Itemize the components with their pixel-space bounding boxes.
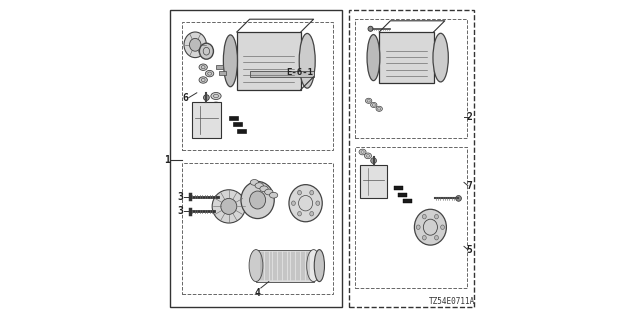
Ellipse shape (250, 191, 266, 209)
Ellipse shape (316, 201, 320, 205)
Text: 4: 4 (255, 288, 260, 298)
Ellipse shape (205, 70, 214, 77)
Ellipse shape (365, 98, 372, 103)
Ellipse shape (250, 180, 259, 185)
Bar (360, 165, 387, 198)
Ellipse shape (367, 35, 380, 81)
Ellipse shape (371, 158, 376, 164)
Ellipse shape (265, 189, 273, 195)
Ellipse shape (310, 190, 314, 195)
Ellipse shape (365, 153, 371, 159)
Bar (355, 147, 467, 288)
Ellipse shape (184, 32, 206, 58)
Text: 5: 5 (466, 244, 472, 255)
Ellipse shape (422, 214, 426, 219)
Bar (256, 250, 314, 282)
Ellipse shape (223, 35, 237, 87)
Ellipse shape (221, 198, 237, 214)
Ellipse shape (204, 95, 209, 100)
Ellipse shape (212, 190, 246, 223)
Ellipse shape (255, 183, 264, 188)
Text: E-6-1: E-6-1 (287, 68, 313, 76)
Bar (250, 71, 314, 77)
Ellipse shape (359, 149, 366, 155)
Bar (394, 186, 403, 190)
Ellipse shape (289, 185, 323, 222)
Bar (229, 116, 238, 120)
Bar (403, 199, 412, 203)
Ellipse shape (199, 77, 207, 83)
Ellipse shape (292, 201, 296, 205)
Ellipse shape (199, 64, 207, 70)
Bar (237, 32, 301, 90)
Text: 3: 3 (177, 206, 183, 216)
Ellipse shape (269, 192, 278, 198)
Ellipse shape (433, 33, 449, 82)
Bar (182, 22, 333, 150)
Ellipse shape (211, 92, 221, 100)
Ellipse shape (371, 102, 377, 108)
Text: 6: 6 (182, 92, 188, 103)
Ellipse shape (435, 236, 438, 240)
Ellipse shape (422, 236, 426, 240)
Bar (349, 10, 474, 307)
Bar (219, 71, 227, 75)
Bar (355, 19, 467, 138)
Ellipse shape (241, 181, 275, 219)
Text: TZ54E0711A: TZ54E0711A (429, 297, 475, 306)
Ellipse shape (200, 43, 214, 59)
Text: 7: 7 (466, 180, 472, 191)
Ellipse shape (211, 112, 221, 119)
Text: 2: 2 (466, 112, 472, 122)
Bar (216, 65, 223, 69)
Ellipse shape (211, 102, 221, 109)
Ellipse shape (298, 190, 301, 195)
Ellipse shape (417, 225, 420, 229)
Ellipse shape (435, 214, 438, 219)
Ellipse shape (211, 121, 221, 128)
Bar (192, 102, 221, 138)
Bar (237, 129, 246, 133)
Text: 3: 3 (177, 192, 183, 202)
Bar (233, 122, 242, 126)
Ellipse shape (310, 212, 314, 216)
Ellipse shape (300, 34, 316, 88)
Ellipse shape (376, 106, 383, 111)
Ellipse shape (415, 209, 447, 245)
Ellipse shape (456, 196, 461, 201)
Ellipse shape (260, 186, 268, 192)
Ellipse shape (189, 38, 201, 51)
Ellipse shape (440, 225, 445, 229)
Ellipse shape (307, 250, 321, 282)
Bar (182, 163, 333, 294)
Bar (380, 32, 434, 83)
Ellipse shape (249, 250, 263, 282)
Ellipse shape (368, 26, 373, 31)
Ellipse shape (298, 212, 301, 216)
Bar (170, 10, 342, 307)
Bar (398, 193, 408, 197)
Text: 1: 1 (164, 155, 170, 165)
Ellipse shape (314, 250, 324, 282)
